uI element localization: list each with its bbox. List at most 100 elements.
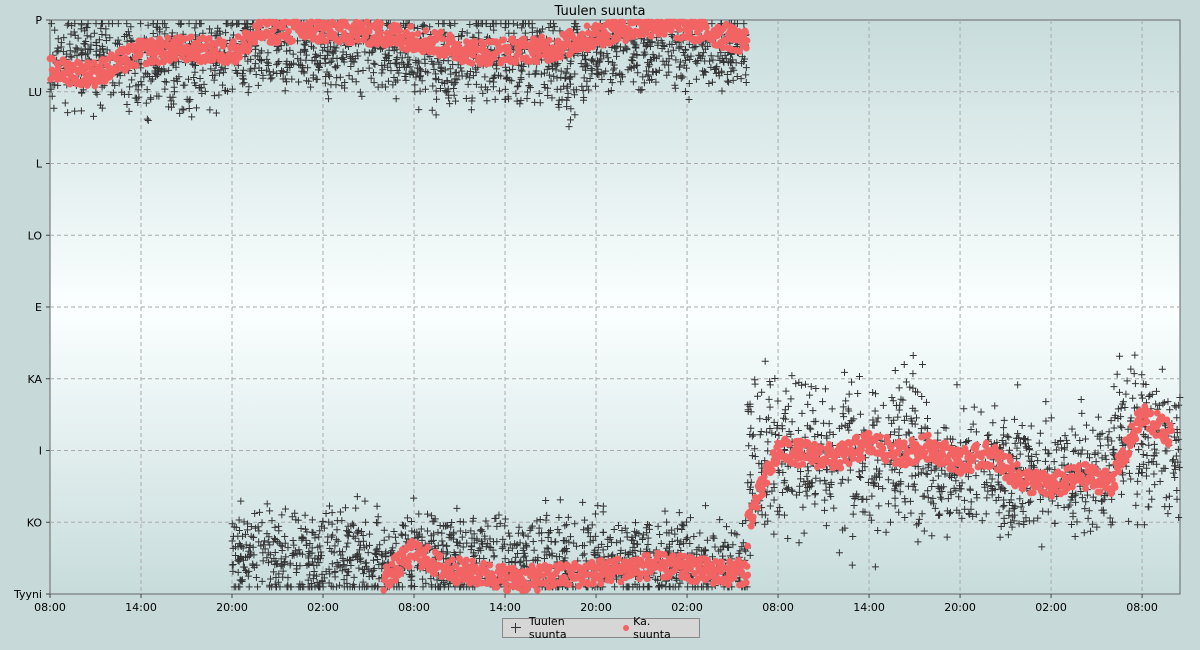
scatter-point-cross bbox=[709, 56, 717, 64]
scatter-point-cross bbox=[553, 74, 561, 82]
scatter-point-cross bbox=[508, 77, 516, 85]
scatter-point-cross bbox=[797, 468, 805, 475]
scatter-point-cross bbox=[499, 535, 507, 543]
scatter-point-cross bbox=[540, 69, 548, 77]
scatter-point-cross bbox=[740, 20, 748, 28]
scatter-point-cross bbox=[296, 61, 304, 69]
scatter-point-cross bbox=[768, 487, 776, 495]
scatter-point-cross bbox=[913, 521, 921, 529]
scatter-point-cross bbox=[707, 52, 715, 60]
scatter-point-cross bbox=[868, 492, 876, 500]
scatter-point-cross bbox=[237, 553, 245, 561]
scatter-point-cross bbox=[142, 99, 150, 107]
scatter-point-cross bbox=[432, 76, 440, 84]
scatter-point-cross bbox=[641, 50, 649, 58]
scatter-point-cross bbox=[328, 57, 336, 65]
scatter-point-cross bbox=[780, 414, 788, 422]
scatter-point-cross bbox=[278, 511, 286, 519]
scatter-point-cross bbox=[446, 530, 454, 538]
scatter-point-cross bbox=[543, 551, 551, 559]
scatter-point-cross bbox=[798, 409, 806, 417]
scatter-point-cross bbox=[599, 546, 607, 554]
scatter-point-cross bbox=[279, 67, 287, 75]
scatter-point-cross bbox=[206, 25, 214, 33]
scatter-point-cross bbox=[531, 556, 539, 564]
scatter-point-cross bbox=[481, 532, 489, 540]
scatter-point-cross bbox=[591, 532, 599, 540]
scatter-point-cross bbox=[307, 83, 315, 91]
scatter-point-cross bbox=[453, 76, 461, 84]
scatter-point-cross bbox=[640, 79, 648, 87]
scatter-point-cross bbox=[866, 511, 874, 519]
scatter-point-cross bbox=[610, 61, 618, 69]
scatter-point-cross bbox=[588, 56, 596, 64]
scatter-point-cross bbox=[579, 498, 587, 506]
scatter-point-cross bbox=[123, 100, 131, 108]
scatter-point-cross bbox=[108, 20, 116, 28]
scatter-point-cross bbox=[301, 525, 309, 533]
scatter-point-cross bbox=[497, 20, 505, 28]
scatter-point-cross bbox=[758, 388, 766, 396]
scatter-point-cross bbox=[149, 29, 157, 37]
scatter-point-cross bbox=[668, 526, 676, 534]
scatter-point-cross bbox=[391, 59, 399, 67]
scatter-point-cross bbox=[272, 574, 280, 582]
scatter-point-cross bbox=[65, 20, 73, 28]
scatter-point-cross bbox=[677, 43, 685, 51]
scatter-point-cross bbox=[821, 496, 829, 504]
scatter-point-cross bbox=[871, 407, 879, 415]
scatter-point-cross bbox=[671, 84, 679, 92]
scatter-point-cross bbox=[858, 467, 866, 475]
scatter-point-cross bbox=[879, 401, 887, 409]
scatter-point-cross bbox=[812, 417, 820, 425]
scatter-point-cross bbox=[895, 508, 903, 516]
scatter-point-cross bbox=[356, 88, 364, 96]
scatter-point-cross bbox=[190, 61, 198, 69]
scatter-point-cross bbox=[114, 20, 122, 28]
scatter-point-cross bbox=[249, 543, 257, 551]
scatter-point-cross bbox=[668, 537, 676, 545]
scatter-point-cross bbox=[382, 83, 390, 91]
scatter-point-cross bbox=[259, 557, 267, 565]
scatter-point-cross bbox=[254, 583, 262, 591]
scatter-point-cross bbox=[432, 111, 440, 119]
scatter-point-cross bbox=[215, 91, 223, 99]
scatter-point-cross bbox=[623, 46, 631, 54]
scatter-point-cross bbox=[448, 519, 456, 527]
scatter-point-cross bbox=[274, 59, 282, 67]
scatter-point-cross bbox=[610, 526, 618, 534]
average-point bbox=[438, 35, 446, 43]
scatter-point-cross bbox=[180, 106, 188, 114]
scatter-point-cross bbox=[251, 510, 259, 518]
scatter-point-cross bbox=[646, 56, 654, 64]
scatter-point-cross bbox=[304, 560, 312, 568]
scatter-point-cross bbox=[264, 49, 272, 57]
scatter-point-cross bbox=[557, 67, 565, 75]
scatter-point-cross bbox=[266, 541, 274, 549]
scatter-point-cross bbox=[704, 42, 712, 50]
scatter-point-cross bbox=[908, 472, 916, 480]
scatter-point-cross bbox=[373, 502, 381, 510]
scatter-point-cross bbox=[795, 539, 803, 547]
scatter-point-cross bbox=[95, 36, 103, 44]
scatter-point-cross bbox=[377, 45, 385, 53]
scatter-point-cross bbox=[776, 503, 784, 511]
scatter-point-cross bbox=[638, 535, 646, 543]
scatter-point-cross bbox=[686, 514, 694, 522]
scatter-point-cross bbox=[672, 56, 680, 64]
scatter-point-cross bbox=[322, 510, 330, 518]
scatter-point-cross bbox=[873, 473, 881, 481]
scatter-point-cross bbox=[521, 20, 529, 28]
x-tick-label: 14:00 bbox=[489, 601, 521, 614]
scatter-point-cross bbox=[619, 73, 627, 81]
scatter-point-cross bbox=[298, 534, 306, 542]
scatter-point-cross bbox=[711, 543, 719, 551]
scatter-point-cross bbox=[611, 583, 619, 591]
scatter-point-cross bbox=[452, 97, 460, 105]
scatter-point-cross bbox=[845, 390, 853, 398]
scatter-point-cross bbox=[78, 89, 86, 97]
scatter-point-cross bbox=[889, 397, 897, 405]
scatter-point-cross bbox=[544, 91, 552, 99]
scatter-point-cross bbox=[513, 97, 521, 105]
scatter-point-cross bbox=[347, 556, 355, 564]
